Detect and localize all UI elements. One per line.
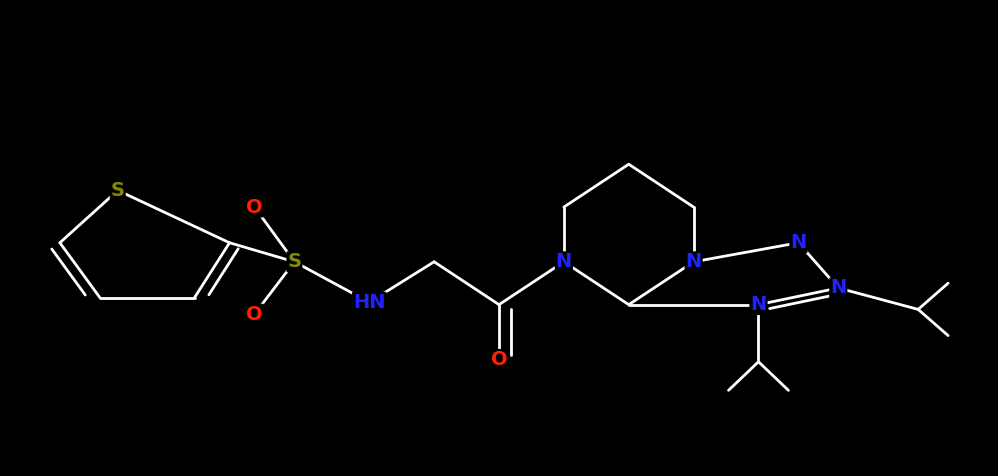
Text: S: S (111, 181, 125, 200)
Text: O: O (491, 350, 507, 369)
Text: N: N (686, 252, 702, 271)
Text: HN: HN (353, 293, 385, 312)
Text: S: S (287, 252, 301, 271)
Text: N: N (830, 278, 846, 298)
Text: N: N (750, 295, 766, 314)
Text: N: N (790, 233, 806, 252)
Text: O: O (247, 198, 262, 217)
Text: N: N (556, 252, 572, 271)
Text: O: O (247, 305, 262, 324)
